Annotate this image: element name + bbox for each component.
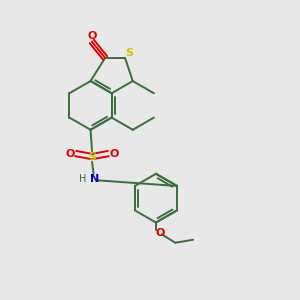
Text: O: O — [109, 148, 119, 159]
Text: O: O — [87, 31, 96, 41]
Text: N: N — [90, 174, 100, 184]
Text: S: S — [125, 47, 134, 58]
Text: H: H — [80, 174, 87, 184]
Text: O: O — [156, 228, 165, 238]
Text: S: S — [88, 152, 96, 161]
Text: O: O — [66, 148, 75, 159]
